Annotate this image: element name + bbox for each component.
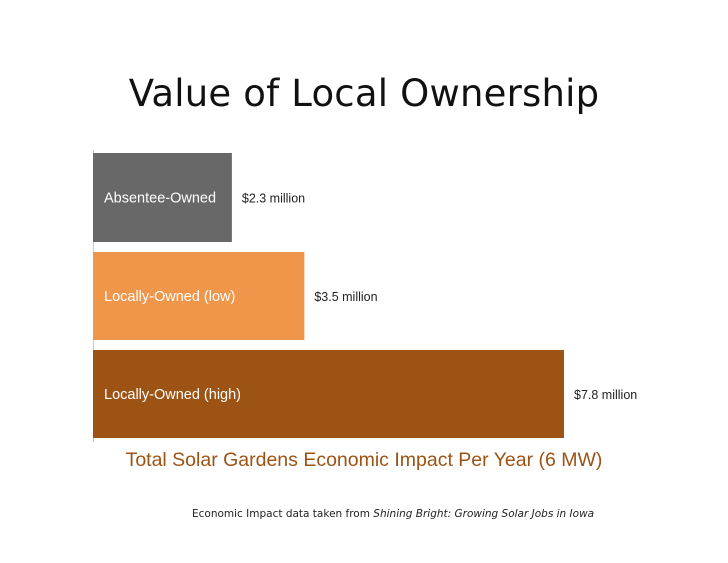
value-label: $2.3 million [242, 192, 305, 206]
category-label: Absentee-Owned [104, 191, 216, 207]
footnote-text: Economic Impact data taken from [192, 508, 374, 520]
category-label: Locally-Owned (low) [104, 289, 235, 305]
bars-group: Absentee-Owned $2.3 million Locally-Owned … [93, 153, 637, 438]
footnote: Economic Impact data taken from Shining … [192, 508, 594, 520]
bar-absentee-owned [93, 153, 232, 242]
footnote-source: Shining Bright: Growing Solar Jobs in Io… [373, 508, 595, 520]
x-axis-label: Total Solar Gardens Economic Impact Per … [125, 449, 603, 471]
bar-locally-owned-high [93, 350, 564, 438]
slide-title: Value of Local Ownership [128, 72, 600, 115]
value-label: $3.5 million [314, 290, 377, 304]
category-label: Locally-Owned (high) [104, 387, 241, 403]
value-label: $7.8 million [574, 388, 637, 402]
bar-locally-owned-low [93, 252, 305, 340]
